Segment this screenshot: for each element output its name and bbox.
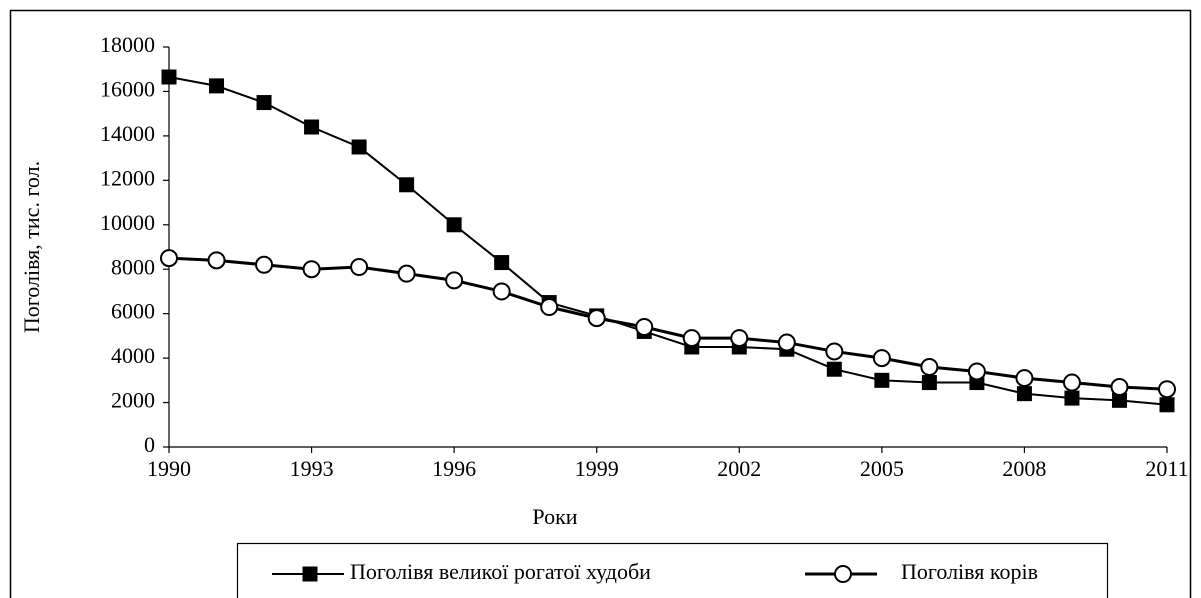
- x-tick-label: 1999: [575, 456, 619, 481]
- y-tick-label: 8000: [111, 254, 155, 279]
- y-tick-label: 6000: [111, 299, 155, 324]
- data-point: [826, 361, 842, 377]
- data-point: [920, 358, 939, 376]
- data-point: [160, 249, 178, 268]
- data-point: [304, 119, 320, 135]
- y-tick-label: 12000: [100, 165, 155, 190]
- x-tick-label: 2002: [717, 456, 761, 481]
- data-point: [874, 372, 890, 388]
- data-point: [1015, 369, 1034, 388]
- x-tick-label: 2005: [860, 456, 904, 481]
- x-tick-label: 1990: [147, 456, 191, 481]
- legend-box: [236, 542, 1109, 598]
- data-point: [872, 349, 891, 368]
- data-point: [302, 260, 321, 279]
- data-point: [635, 318, 654, 336]
- data-point: [967, 362, 986, 381]
- data-point: [540, 298, 559, 316]
- x-tick-label: 2011: [1145, 456, 1188, 481]
- data-point: [777, 333, 796, 352]
- data-point: [256, 95, 272, 111]
- y-tick-label: 0: [144, 432, 155, 457]
- data-point: [351, 139, 367, 155]
- data-point: [1158, 380, 1176, 399]
- data-point: [1110, 378, 1129, 396]
- data-point: [1062, 373, 1081, 392]
- x-tick-label: 1993: [290, 456, 334, 481]
- data-point: [1016, 386, 1032, 402]
- data-point: [161, 69, 177, 85]
- data-point: [825, 342, 844, 361]
- series-line: [168, 256, 1168, 391]
- data-point: [350, 258, 369, 276]
- data-point: [494, 255, 510, 271]
- legend-marker: [302, 566, 318, 582]
- x-tick-label: 1996: [432, 456, 476, 481]
- y-axis-label: Поголівя, тис. гол.: [19, 161, 44, 333]
- legend-marker: [834, 565, 852, 583]
- data-point: [445, 271, 464, 290]
- data-point: [1064, 390, 1080, 406]
- x-tick-label: 2008: [1002, 456, 1046, 481]
- data-point: [1159, 397, 1175, 413]
- y-tick-label: 10000: [100, 210, 155, 235]
- data-point: [209, 78, 225, 94]
- data-point: [207, 251, 226, 270]
- y-tick-label: 14000: [100, 121, 155, 146]
- data-point: [730, 329, 749, 348]
- y-tick-label: 16000: [100, 76, 155, 101]
- data-point: [446, 217, 462, 233]
- data-point: [921, 375, 937, 391]
- data-point: [397, 264, 416, 283]
- data-point: [587, 309, 606, 328]
- chart-border: [9, 9, 1192, 598]
- data-point: [399, 177, 415, 193]
- data-point: [492, 282, 511, 301]
- data-point: [1111, 392, 1127, 408]
- y-tick-label: 2000: [111, 388, 155, 413]
- data-point: [255, 255, 274, 274]
- data-point: [682, 329, 701, 348]
- series-line: [168, 76, 1168, 406]
- y-tick-label: 18000: [100, 32, 155, 57]
- legend-label: Поголівя великої рогатої худоби: [350, 559, 651, 584]
- y-tick-label: 4000: [111, 343, 155, 368]
- x-axis-label: Роки: [532, 504, 577, 529]
- legend-label: Поголівя корів: [901, 559, 1038, 584]
